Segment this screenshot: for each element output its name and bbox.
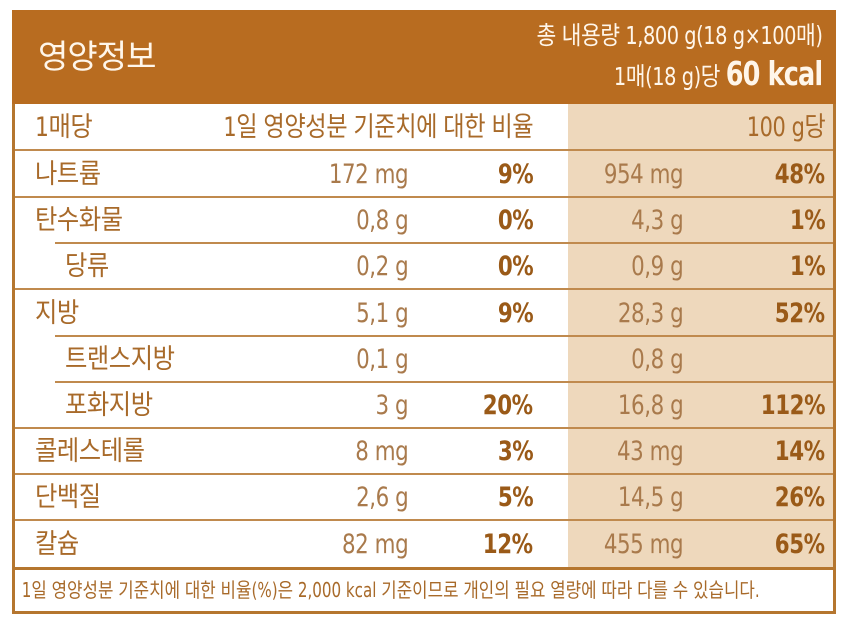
nutrient-amount: 172 mg: [328, 159, 409, 190]
nutrient-row: 지방 5,1 g 9% 28,3 g 52%: [15, 290, 833, 337]
nutrient-amount-100g: 0,8 g: [630, 343, 684, 375]
nutrient-daily-pct: 3%: [497, 436, 534, 468]
row-divider: [15, 427, 833, 429]
nutrient-amount: 82 mg: [341, 528, 409, 560]
row-divider: [15, 149, 833, 151]
nutrient-amount: 0,8 g: [355, 205, 409, 237]
nutrient-amount: 5,1 g: [355, 297, 409, 329]
nutrient-row: 단백질 2,6 g 5% 14,5 g 26%: [15, 474, 833, 522]
footnote: 1일 영양성분 기준치에 대한 비율(%)은 2,000 kcal 기준이므로 …: [15, 567, 833, 611]
column-header-row: 1매당 1일 영양성분 기준치에 대한 비율 100 g당: [15, 104, 833, 151]
nutrient-amount-100g: 43 mg: [616, 436, 684, 468]
row-divider: [55, 334, 833, 337]
nutrient-name: 단백질: [35, 482, 101, 514]
nutrient-amount-100g: 28,3 g: [617, 297, 684, 329]
nutrient-name: 포화지방: [65, 390, 153, 421]
nutrient-daily-pct-100g: 1%: [789, 205, 826, 237]
nutrient-name: 트랜스지방: [65, 343, 175, 375]
row-divider: [15, 196, 833, 198]
nutrient-daily-pct-100g: 52%: [775, 297, 825, 329]
nutrient-name: 당류: [65, 251, 109, 283]
nutrient-daily-pct-100g: 26%: [775, 482, 825, 514]
nutrient-daily-pct: 0%: [497, 251, 534, 283]
nutrient-amount: 2,6 g: [355, 482, 409, 514]
total-content: 총 내용량 1,800 g(18 g×100매): [536, 21, 822, 50]
per-serving-calories: 1매(18 g)당 60 kcal: [613, 54, 823, 93]
nutrient-daily-pct: 5%: [497, 482, 534, 514]
nutrient-amount-100g: 14,5 g: [617, 482, 684, 514]
nutrient-amount: 0,2 g: [355, 251, 409, 283]
col-daily-value-ratio: 1일 영양성분 기준치에 대한 비율: [223, 112, 533, 143]
nutrient-daily-pct: 9%: [497, 297, 534, 329]
nutrient-name: 콜레스테롤: [35, 436, 145, 468]
nutrient-row: 콜레스테롤 8 mg 3% 43 mg 14%: [15, 428, 833, 476]
nutrient-row: 당류 0,2 g 0% 0,9 g 1%: [15, 243, 833, 291]
nutrient-amount: 0,1 g: [355, 343, 409, 375]
nutrient-row: 나트륨 172 mg 9% 954 mg 48%: [15, 151, 833, 198]
label-title: 영양정보: [38, 37, 156, 76]
nutrient-name: 탄수화물: [35, 205, 123, 237]
nutrient-row: 포화지방 3 g 20% 16,8 g 112%: [15, 382, 833, 429]
per-serving-prefix: 1매(18 g)당: [613, 62, 721, 91]
calories-value: 60 kcal: [725, 54, 823, 93]
footnote-text: 1일 영양성분 기준치에 대한 비율(%)은 2,000 kcal 기준이므로 …: [21, 578, 760, 602]
nutrient-amount: 3 g: [375, 390, 408, 421]
nutrient-row: 칼슘 82 mg 12% 455 mg 65%: [15, 521, 833, 568]
nutrient-daily-pct: 0%: [497, 205, 534, 237]
nutrient-daily-pct-100g: 48%: [775, 159, 825, 190]
nutrient-amount-100g: 4,3 g: [630, 205, 684, 237]
nutrient-amount-100g: 0,9 g: [630, 251, 684, 283]
row-divider: [55, 242, 833, 245]
nutrient-daily-pct-100g: 1%: [789, 251, 826, 283]
row-divider: [15, 519, 833, 522]
nutrient-amount-100g: 16,8 g: [617, 390, 684, 421]
row-divider: [55, 380, 833, 383]
nutrient-amount: 8 mg: [354, 436, 408, 468]
nutrient-daily-pct-100g: 14%: [775, 436, 825, 468]
nutrient-daily-pct-100g: 65%: [775, 528, 825, 560]
nutrient-daily-pct-100g: 112%: [760, 390, 826, 421]
nutrition-header: 영양정보 총 내용량 1,800 g(18 g×100매) 1매(18 g)당 …: [12, 10, 836, 104]
row-divider: [15, 473, 833, 476]
nutrient-daily-pct: 9%: [497, 159, 534, 190]
nutrient-name: 지방: [35, 297, 79, 329]
row-divider: [15, 288, 833, 291]
col-per-100g: 100 g당: [746, 112, 825, 143]
nutrient-amount-100g: 455 mg: [603, 528, 684, 560]
col-per-serving: 1매당: [35, 112, 93, 143]
nutrient-row: 트랜스지방 0,1 g 0,8 g: [15, 336, 833, 383]
nutrient-name: 칼슘: [35, 528, 79, 560]
nutrient-name: 나트륨: [35, 159, 101, 190]
nutrient-daily-pct: 20%: [483, 390, 533, 421]
nutrient-row: 탄수화물 0,8 g 0% 4,3 g 1%: [15, 197, 833, 245]
nutrient-daily-pct: 12%: [483, 528, 533, 560]
nutrient-amount-100g: 954 mg: [603, 159, 684, 190]
